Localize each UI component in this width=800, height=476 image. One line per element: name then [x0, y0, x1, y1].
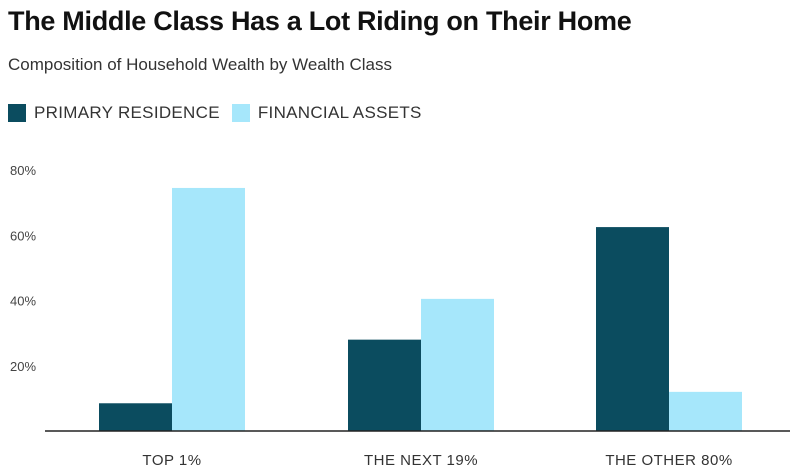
y-tick-label: 20%	[10, 359, 36, 374]
x-tick-label: TOP 1%	[142, 452, 201, 469]
bar-primary-residence	[348, 339, 421, 431]
bar-primary-residence	[99, 403, 172, 431]
y-tick-label: 40%	[10, 294, 36, 309]
y-tick-label: 80%	[10, 163, 36, 178]
legend-item-financial-assets: FINANCIAL ASSETS	[231, 103, 422, 123]
legend: PRIMARY RESIDENCE FINANCIAL ASSETS	[8, 103, 434, 123]
x-tick-label: THE NEXT 19%	[364, 452, 478, 469]
bar-primary-residence	[596, 227, 669, 431]
bar-financial-assets	[421, 298, 494, 431]
legend-label-financial-assets: FINANCIAL ASSETS	[257, 103, 422, 122]
legend-swatch-primary-residence	[8, 104, 26, 122]
legend-label-primary-residence: PRIMARY RESIDENCE	[34, 103, 220, 122]
x-tick-label: THE OTHER 80%	[605, 452, 732, 469]
legend-item-primary-residence: PRIMARY RESIDENCE	[8, 103, 220, 123]
bar-financial-assets	[669, 391, 742, 431]
legend-swatch-financial-assets	[231, 104, 250, 122]
y-tick-label: 60%	[10, 228, 36, 243]
chart-subtitle: Composition of Household Wealth by Wealt…	[8, 55, 392, 74]
chart-title: The Middle Class Has a Lot Riding on The…	[8, 6, 632, 36]
bar-financial-assets	[172, 187, 245, 431]
